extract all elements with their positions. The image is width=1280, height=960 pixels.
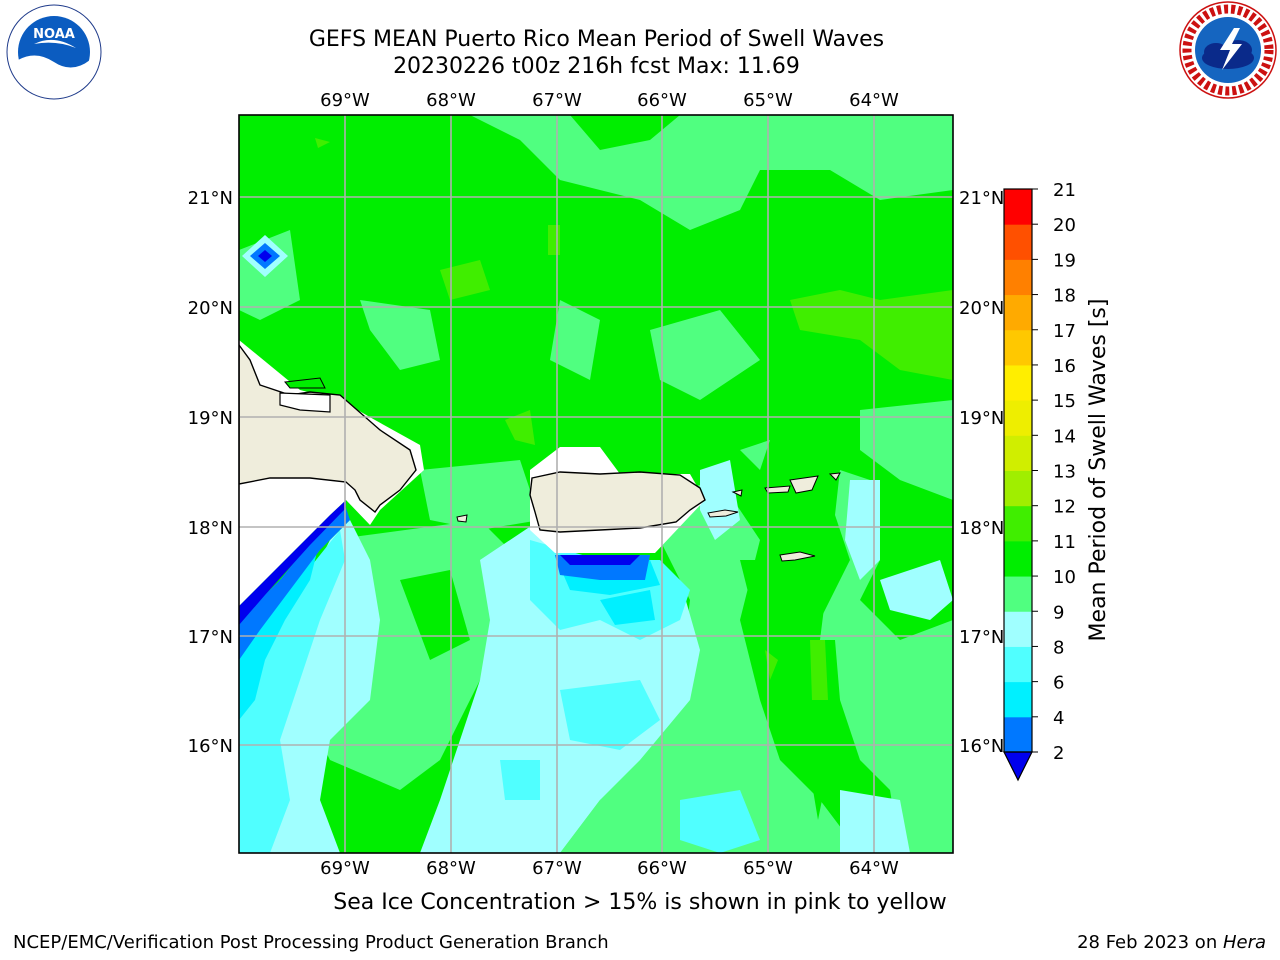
lat-label-left: 18°N [188,518,233,539]
lat-label-right: 17°N [959,627,1004,648]
colorbar-bin [1004,400,1032,436]
lat-label-left: 19°N [188,408,233,429]
colorbar-bin [1004,540,1032,577]
colorbar-tick-label: 2 [1053,743,1064,764]
footer-credit: NCEP/EMC/Verification Post Processing Pr… [13,932,609,953]
colorbar-bin [1004,329,1032,366]
map-frame [238,114,954,854]
colorbar-tick-label: 9 [1053,602,1064,623]
colorbar-tick-label: 17 [1053,321,1076,342]
lon-label-bottom: 68°W [426,858,476,879]
colorbar-tick-label: 18 [1053,286,1076,307]
colorbar-bin [1004,435,1032,471]
colorbar-tick-label: 10 [1053,567,1076,588]
lat-label-left: 16°N [188,736,233,757]
colorbar-bin [1004,576,1032,612]
chart-title: GEFS MEAN Puerto Rico Mean Period of Swe… [308,27,885,52]
lat-label-right: 21°N [959,188,1004,209]
lon-label-top: 67°W [532,90,582,111]
lon-label-top: 66°W [637,90,687,111]
colorbar-bin [1004,259,1032,296]
colorbar-tick-label: 6 [1053,673,1064,694]
colorbar-tick-label: 8 [1053,637,1064,658]
colorbar-tick-label: 4 [1053,708,1064,729]
colorbar-bin [1004,716,1032,753]
colorbar-bin [1004,470,1032,507]
colorbar-tick-label: 20 [1053,215,1076,236]
lon-label-bottom: 67°W [532,858,582,879]
lat-label-right: 18°N [959,518,1004,539]
colorbar-bin [1004,364,1032,401]
colorbar-tick-label: 11 [1053,532,1076,553]
lon-label-bottom: 64°W [849,858,899,879]
colorbar-bin [1004,611,1032,647]
colorbar: 2 4 6 8 9 10 11 12 13 14 15 16 17 18 19 20 21 [1003,180,1076,782]
colorbar-label: Mean Period of Swell Waves [s] [1086,299,1111,642]
lat-label-left: 21°N [188,188,233,209]
colorbar-extend-low [1003,751,1033,782]
colorbar-bin [1004,646,1032,683]
lat-label-left: 17°N [188,627,233,648]
nws-logo [1179,1,1277,99]
colorbar-bin [1004,224,1032,260]
colorbar-tick-label: 21 [1053,180,1076,201]
colorbar-tick-label: 19 [1053,250,1076,271]
colorbar-tick-label: 13 [1053,462,1076,483]
lat-label-right: 20°N [959,298,1004,319]
footer-date: 28 Feb 2023 on Hera [1077,932,1266,953]
swell-period-field [239,115,953,853]
noaa-logo-text: NOAA [33,27,75,42]
colorbar-bin [1004,505,1032,542]
lon-label-top: 69°W [320,90,370,111]
colorbar-bin [1004,294,1032,331]
colorbar-tick-label: 15 [1053,391,1076,412]
lon-label-bottom: 65°W [743,858,793,879]
lat-label-left: 20°N [188,298,233,319]
lon-label-top: 68°W [426,90,476,111]
noaa-logo: NOAA [6,4,102,100]
lon-label-top: 64°W [849,90,899,111]
chart-subtitle: 20230226 t00z 216h fcst Max: 11.69 [393,54,800,79]
colorbar-bin [1004,681,1032,718]
sea-ice-caption: Sea Ice Concentration > 15% is shown in … [333,890,947,915]
lon-label-top: 65°W [743,90,793,111]
colorbar-tick-label: 14 [1053,426,1076,447]
colorbar-bin [1004,189,1032,225]
graticule [239,115,953,853]
footer-host: Hera [1222,932,1266,953]
lon-label-bottom: 66°W [637,858,687,879]
lat-label-right: 19°N [959,408,1004,429]
lat-label-right: 16°N [959,736,1004,757]
colorbar-tick-label: 16 [1053,356,1076,377]
lon-label-bottom: 69°W [320,858,370,879]
colorbar-tick-label: 12 [1053,497,1076,518]
footer-date-text: 28 Feb 2023 on [1077,932,1223,953]
